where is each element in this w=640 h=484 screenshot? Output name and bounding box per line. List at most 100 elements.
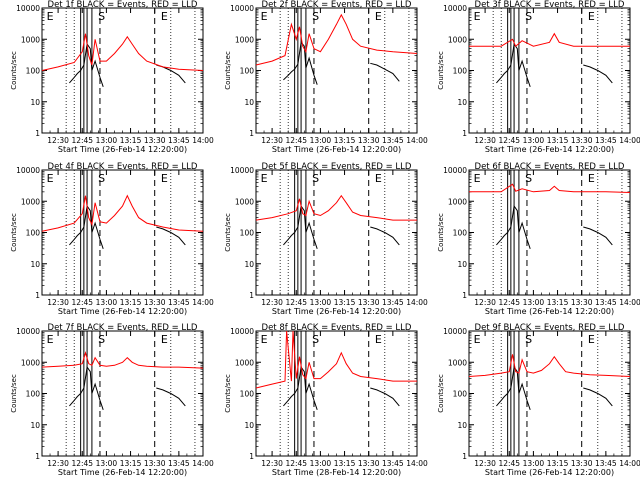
x-tick-label: 13:45: [595, 136, 617, 145]
events-series-line: [370, 62, 400, 82]
chart-panel-5: Det 5f BLACK = Events, RED = LLD 1 10 100 10…: [224, 162, 428, 316]
x-tick-label: 12:30: [47, 298, 69, 307]
chart-title: Det 4f BLACK = Events, RED = LLD: [48, 162, 198, 172]
interval-marker: E: [375, 10, 382, 23]
y-tick-label: 100: [453, 390, 468, 399]
x-tick-label: 13:45: [382, 298, 404, 307]
lld-series-line: [468, 354, 631, 377]
lld-series-line: [469, 183, 631, 193]
interval-marker: E: [588, 333, 595, 346]
x-axis-label: Start Time (26-Feb-14 12:20:00): [485, 307, 614, 316]
y-axis-label: Counts/sec: [224, 51, 232, 90]
x-tick-label: 13:15: [334, 136, 356, 145]
interval-marker: E: [474, 172, 481, 185]
y-tick-label: 1: [462, 452, 467, 461]
lld-series-line: [255, 13, 418, 66]
y-axis-label: Counts/sec: [10, 51, 18, 90]
y-tick-label: 10: [457, 260, 467, 269]
interval-marker: E: [47, 333, 54, 346]
y-tick-label: 1000: [21, 197, 40, 206]
y-tick-label: 10: [244, 260, 254, 269]
x-tick-label: 13:00: [96, 136, 118, 145]
y-axis-label: Counts/sec: [224, 213, 232, 252]
y-tick-label: 100: [240, 229, 255, 238]
interval-marker: E: [375, 172, 382, 185]
interval-marker: S: [312, 10, 319, 23]
y-tick-label: 1: [249, 452, 254, 461]
x-tick-label: 12:30: [47, 459, 69, 468]
x-tick-label: 13:45: [382, 459, 404, 468]
y-tick-label: 10000: [443, 4, 467, 13]
x-tick-label: 12:45: [285, 298, 307, 307]
y-tick-label: 1: [35, 129, 40, 138]
x-tick-label: 13:45: [168, 298, 190, 307]
x-tick-label: 12:45: [498, 136, 520, 145]
interval-marker: E: [261, 172, 268, 185]
events-series-line: [283, 41, 318, 85]
x-tick-label: 13:15: [120, 459, 142, 468]
x-axis-label: Start Time (26-Feb-14 12:20:00): [485, 468, 614, 477]
x-tick-label: 13:15: [547, 298, 569, 307]
x-tick-label: 13:00: [310, 298, 332, 307]
chart-title: Det 1f BLACK = Events, RED = LLD: [48, 0, 198, 10]
x-tick-label: 12:45: [285, 136, 307, 145]
x-tick-label: 12:45: [71, 136, 93, 145]
events-series-line: [370, 387, 400, 407]
y-tick-label: 1000: [21, 35, 40, 44]
y-tick-label: 10000: [443, 166, 467, 175]
x-tick-label: 13:30: [358, 136, 380, 145]
y-axis-label: Counts/sec: [224, 374, 232, 413]
interval-marker: E: [474, 10, 481, 23]
chart-panel-2: Det 2f BLACK = Events, RED = LLD 1 10 100 10…: [224, 0, 428, 154]
events-series-line: [156, 226, 186, 246]
x-tick-label: 14:00: [406, 298, 428, 307]
x-tick-label: 12:30: [474, 136, 496, 145]
y-tick-label: 10: [30, 421, 40, 430]
x-tick-label: 12:30: [261, 136, 283, 145]
x-tick-label: 13:00: [523, 136, 545, 145]
events-series-line: [370, 226, 400, 246]
x-tick-label: 13:30: [358, 459, 380, 468]
chart-title: Det 8f BLACK = Events, RED = LLD: [262, 323, 412, 333]
x-tick-label: 13:00: [523, 298, 545, 307]
y-tick-label: 10: [244, 98, 254, 107]
y-tick-label: 10000: [230, 327, 254, 336]
y-tick-label: 10000: [230, 4, 254, 13]
interval-marker: E: [161, 172, 168, 185]
x-tick-label: 13:45: [168, 136, 190, 145]
x-tick-label: 14:00: [192, 136, 214, 145]
y-axis-label: Counts/sec: [437, 51, 445, 90]
chart-panel-1: Det 1f BLACK = Events, RED = LLD 1 10 100 10…: [10, 0, 214, 154]
chart-panel-3: Det 3f BLACK = Events, RED = LLD 1 10 100 10…: [437, 0, 640, 154]
interval-marker: E: [261, 333, 268, 346]
x-tick-label: 13:45: [382, 136, 404, 145]
y-tick-label: 1: [35, 291, 40, 300]
x-axis-label: Start Time (26-Feb-14 12:20:00): [272, 307, 401, 316]
y-tick-label: 10000: [230, 166, 254, 175]
interval-marker: E: [161, 333, 168, 346]
x-axis-label: Start Time (26-Feb-14 12:20:00): [485, 145, 614, 154]
chart-title: Det 7f BLACK = Events, RED = LLD: [48, 323, 198, 333]
y-tick-label: 1: [249, 129, 254, 138]
y-tick-label: 100: [453, 229, 468, 238]
x-tick-label: 13:15: [334, 298, 356, 307]
chart-title: Det 3f BLACK = Events, RED = LLD: [475, 0, 625, 10]
interval-marker: E: [588, 10, 595, 23]
interval-marker: S: [98, 333, 105, 346]
events-series-line: [583, 226, 613, 246]
y-tick-label: 100: [453, 67, 468, 76]
x-axis-label: Start Time (26-Feb-14 12:20:00): [58, 145, 187, 154]
interval-marker: E: [261, 10, 268, 23]
y-tick-label: 1000: [235, 358, 254, 367]
interval-marker: S: [525, 10, 532, 23]
y-tick-label: 10: [457, 421, 467, 430]
interval-marker: S: [525, 333, 532, 346]
lld-series-line: [41, 351, 204, 369]
y-tick-label: 100: [26, 67, 41, 76]
y-tick-label: 10000: [16, 327, 40, 336]
x-tick-label: 14:00: [192, 298, 214, 307]
x-tick-label: 12:45: [71, 459, 93, 468]
x-tick-label: 13:00: [310, 136, 332, 145]
interval-marker: S: [312, 333, 319, 346]
